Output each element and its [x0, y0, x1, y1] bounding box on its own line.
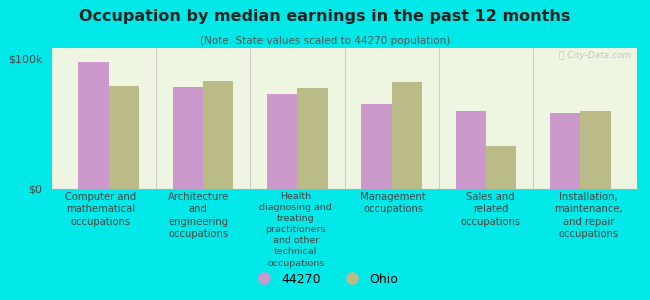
Bar — [361, 104, 392, 189]
Bar — [392, 82, 422, 189]
Bar — [486, 146, 516, 189]
Bar — [173, 87, 203, 189]
Bar — [79, 62, 109, 189]
Bar — [550, 113, 580, 189]
Legend: 44270, Ohio: 44270, Ohio — [246, 268, 404, 291]
Text: Management
occupations: Management occupations — [360, 192, 426, 214]
Text: Occupation by median earnings in the past 12 months: Occupation by median earnings in the pas… — [79, 9, 571, 24]
Bar — [109, 86, 139, 189]
Bar — [580, 111, 610, 189]
Bar — [203, 81, 233, 189]
Bar — [267, 94, 297, 189]
Text: Computer and
mathematical
occupations: Computer and mathematical occupations — [65, 192, 136, 227]
Text: Sales and
related
occupations: Sales and related occupations — [461, 192, 521, 227]
Bar — [297, 88, 328, 189]
Bar — [456, 111, 486, 189]
Text: Ⓜ City-Data.com: Ⓜ City-Data.com — [559, 51, 631, 60]
Text: Installation,
maintenance,
and repair
occupations: Installation, maintenance, and repair oc… — [554, 192, 623, 239]
Text: Architecture
and
engineering
occupations: Architecture and engineering occupations — [168, 192, 229, 239]
Text: (Note: State values scaled to 44270 population): (Note: State values scaled to 44270 popu… — [200, 36, 450, 46]
Text: Health
diagnosing and
treating
practitioners
and other
technical
occupations: Health diagnosing and treating practitio… — [259, 192, 332, 268]
